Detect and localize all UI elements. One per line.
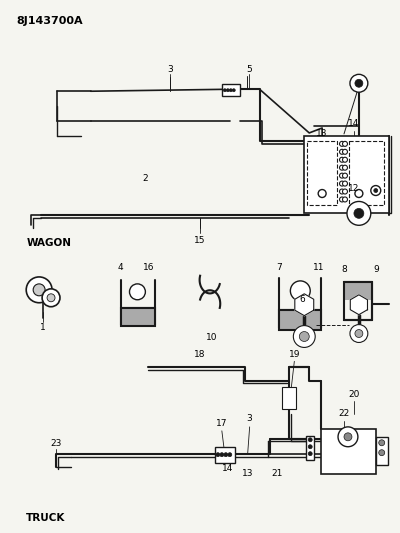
- Text: 2: 2: [142, 174, 148, 183]
- Circle shape: [308, 438, 312, 442]
- Circle shape: [130, 284, 145, 300]
- Circle shape: [299, 332, 309, 342]
- Circle shape: [308, 451, 312, 456]
- Circle shape: [342, 165, 348, 170]
- Circle shape: [350, 74, 368, 92]
- Circle shape: [371, 185, 381, 196]
- Circle shape: [379, 450, 385, 456]
- Text: 14: 14: [222, 464, 234, 473]
- Bar: [120, 308, 155, 326]
- Circle shape: [338, 427, 358, 447]
- Circle shape: [42, 289, 60, 306]
- Text: 15: 15: [194, 236, 206, 245]
- Circle shape: [340, 197, 344, 202]
- Text: WAGON: WAGON: [26, 238, 71, 248]
- Circle shape: [342, 173, 348, 178]
- Text: 11: 11: [314, 263, 325, 272]
- Text: 22: 22: [338, 409, 350, 418]
- Circle shape: [342, 181, 348, 186]
- Circle shape: [355, 329, 363, 337]
- Text: 13: 13: [316, 130, 328, 139]
- Text: 16: 16: [143, 263, 154, 272]
- Text: 12: 12: [348, 184, 360, 193]
- Bar: [321, 429, 376, 473]
- Circle shape: [216, 453, 220, 457]
- Circle shape: [340, 173, 344, 178]
- Circle shape: [220, 453, 224, 457]
- Circle shape: [223, 88, 226, 92]
- Circle shape: [340, 165, 344, 170]
- Bar: [344, 282, 372, 300]
- Bar: [349, 141, 384, 205]
- Text: 17: 17: [216, 419, 228, 429]
- Bar: [280, 310, 321, 329]
- Circle shape: [379, 440, 385, 446]
- Text: 8J143700A: 8J143700A: [16, 16, 83, 26]
- Circle shape: [229, 88, 232, 92]
- Circle shape: [290, 281, 310, 301]
- Circle shape: [340, 141, 344, 147]
- Circle shape: [26, 277, 52, 303]
- Circle shape: [340, 157, 344, 162]
- Polygon shape: [350, 295, 368, 314]
- Circle shape: [342, 197, 348, 202]
- Bar: [307, 141, 337, 205]
- Text: 3: 3: [247, 415, 252, 423]
- Circle shape: [344, 433, 352, 441]
- Circle shape: [47, 294, 55, 302]
- Bar: [280, 310, 321, 329]
- Circle shape: [342, 189, 348, 194]
- Bar: [306, 436, 314, 459]
- Circle shape: [340, 181, 344, 186]
- Circle shape: [228, 453, 232, 457]
- Circle shape: [226, 88, 229, 92]
- Text: 19: 19: [288, 350, 300, 359]
- Circle shape: [355, 79, 363, 87]
- Text: 10: 10: [206, 333, 218, 342]
- Text: 14: 14: [348, 119, 360, 128]
- Bar: [282, 387, 296, 409]
- Text: 21: 21: [272, 469, 283, 478]
- Text: 6: 6: [300, 295, 305, 304]
- Circle shape: [340, 189, 344, 194]
- Text: 9: 9: [373, 265, 379, 274]
- Circle shape: [342, 149, 348, 154]
- Circle shape: [308, 445, 312, 449]
- Circle shape: [350, 325, 368, 343]
- Circle shape: [232, 88, 235, 92]
- Text: 4: 4: [118, 263, 123, 272]
- Text: 18: 18: [194, 350, 206, 359]
- Circle shape: [318, 190, 326, 198]
- Bar: [304, 136, 389, 213]
- Circle shape: [340, 149, 344, 154]
- Text: 13: 13: [242, 469, 254, 478]
- Bar: [222, 84, 240, 96]
- Circle shape: [342, 141, 348, 147]
- Circle shape: [293, 326, 315, 348]
- Circle shape: [33, 284, 45, 296]
- Circle shape: [354, 208, 364, 219]
- Polygon shape: [295, 294, 314, 316]
- Circle shape: [224, 453, 228, 457]
- Bar: [120, 308, 155, 326]
- Text: 7: 7: [276, 263, 282, 272]
- Text: 20: 20: [348, 390, 360, 399]
- Circle shape: [374, 189, 378, 192]
- Bar: [215, 447, 235, 463]
- Bar: [344, 282, 372, 320]
- Circle shape: [347, 201, 371, 225]
- Circle shape: [355, 190, 363, 198]
- Circle shape: [342, 157, 348, 162]
- Text: TRUCK: TRUCK: [26, 513, 66, 523]
- Text: 8: 8: [341, 265, 347, 274]
- Text: 3: 3: [167, 65, 173, 74]
- Text: 1: 1: [40, 323, 46, 332]
- Text: 5: 5: [246, 65, 252, 74]
- Text: 23: 23: [50, 439, 62, 448]
- Bar: [376, 437, 388, 465]
